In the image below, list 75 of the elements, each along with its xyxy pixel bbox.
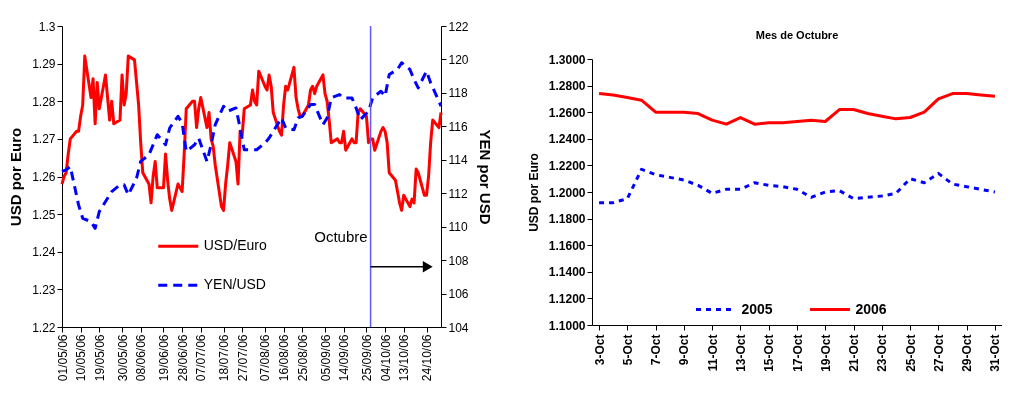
legend-label: 2005 [741, 300, 773, 317]
line-series [597, 92, 997, 126]
x-tick-label: 14/09/06 [337, 334, 352, 382]
x-tick-label: 11-Oct [705, 334, 720, 372]
y-tick-label: 1.1200 [548, 291, 586, 306]
y-tick-label: 1.24 [32, 245, 56, 260]
x-tick-label: 25-Oct [903, 334, 918, 372]
x-tick-label: 07/07/06 [194, 334, 209, 382]
x-tick-label: 16/08/06 [277, 334, 292, 382]
y2-tick-label: 108 [448, 253, 469, 268]
y-axis-title: USD por Euro [526, 153, 541, 232]
y-tick-label: 1.1000 [548, 318, 586, 333]
y-tick-label: 1.3000 [548, 52, 586, 67]
y-tick-label: 1.1800 [548, 212, 586, 227]
y-tick-label: 1.28 [32, 94, 56, 109]
chart-title: Mes de Octubre [755, 29, 839, 41]
y2-tick-label: 116 [448, 119, 468, 134]
y2-tick-label: 112 [448, 186, 468, 201]
y-tick-label: 1.23 [32, 282, 56, 297]
x-tick-label: 13-Oct [733, 334, 748, 372]
y-tick-label: 1.26 [32, 170, 56, 184]
x-tick-label: 25/08/06 [295, 334, 310, 382]
ref-line-label: Octubre [314, 227, 368, 245]
y-tick-label: 1.1400 [548, 265, 586, 280]
y-tick-label: 1.22 [32, 320, 56, 335]
x-tick-label: 25/09/06 [359, 334, 374, 382]
x-tick-label: 19-Oct [818, 334, 833, 372]
legend-label: USD/Euro [203, 237, 267, 254]
legend-label: YEN/USD [203, 276, 266, 293]
y-tick-label: 1.2000 [548, 185, 586, 200]
x-tick-label: 27/07/06 [235, 334, 250, 382]
x-tick-label: 28/06/06 [175, 334, 190, 382]
x-tick-label: 21-Oct [847, 334, 862, 372]
x-tick-label: 10/05/06 [74, 334, 89, 382]
x-tick-label: 5-Oct [620, 334, 635, 366]
y2-tick-label: 120 [448, 52, 469, 67]
x-tick-label: 30/05/06 [115, 334, 130, 382]
y2-tick-label: 118 [448, 86, 468, 101]
y-tick-label: 1.2200 [548, 158, 586, 173]
y2-tick-label: 110 [448, 220, 468, 235]
legend-label: 2006 [855, 300, 887, 317]
line-series [597, 167, 997, 205]
y-tick-label: 1.2400 [548, 132, 586, 147]
x-tick-label: 01/05/06 [55, 334, 70, 382]
x-tick-label: 29-Oct [960, 334, 975, 372]
x-tick-label: 17-Oct [790, 334, 805, 372]
x-tick-label: 13/10/06 [397, 334, 412, 382]
y-tick-label: 1.1600 [548, 238, 586, 253]
y2-tick-label: 122 [448, 19, 469, 34]
y-tick-label: 1.25 [32, 207, 56, 222]
x-tick-label: 24/10/06 [420, 334, 434, 382]
x-tick-label: 31-Oct [988, 334, 1003, 372]
y-tick-label: 1.27 [32, 132, 56, 147]
x-tick-label: 08/06/06 [134, 334, 149, 382]
y-tick-label: 1.3 [38, 19, 56, 34]
y2-tick-label: 106 [448, 287, 469, 302]
x-tick-label: 07/08/06 [258, 334, 273, 382]
x-tick-label: 19/06/06 [156, 334, 171, 382]
x-tick-label: 7-Oct [649, 334, 664, 366]
x-tick-label: 18/07/06 [217, 334, 232, 382]
y-axis-title: USD por Euro [7, 127, 25, 227]
x-tick-label: 9-Oct [677, 334, 692, 366]
y-tick-label: 1.2600 [548, 105, 586, 120]
x-tick-label: 05/09/06 [318, 334, 333, 382]
x-tick-label: 23-Oct [875, 334, 890, 372]
y2-tick-label: 114 [448, 153, 468, 168]
y2-axis-title: YEN por USD [476, 129, 494, 225]
x-tick-label: 27-Oct [931, 334, 946, 372]
x-tick-label: 19/05/06 [92, 334, 107, 382]
y-tick-label: 1.2800 [548, 79, 586, 94]
x-tick-label: 3-Oct [592, 334, 607, 366]
x-tick-label: 15-Oct [762, 334, 777, 372]
x-tick-label: 04/10/06 [378, 334, 393, 382]
y2-tick-label: 104 [448, 320, 469, 335]
y-tick-label: 1.29 [32, 57, 56, 72]
